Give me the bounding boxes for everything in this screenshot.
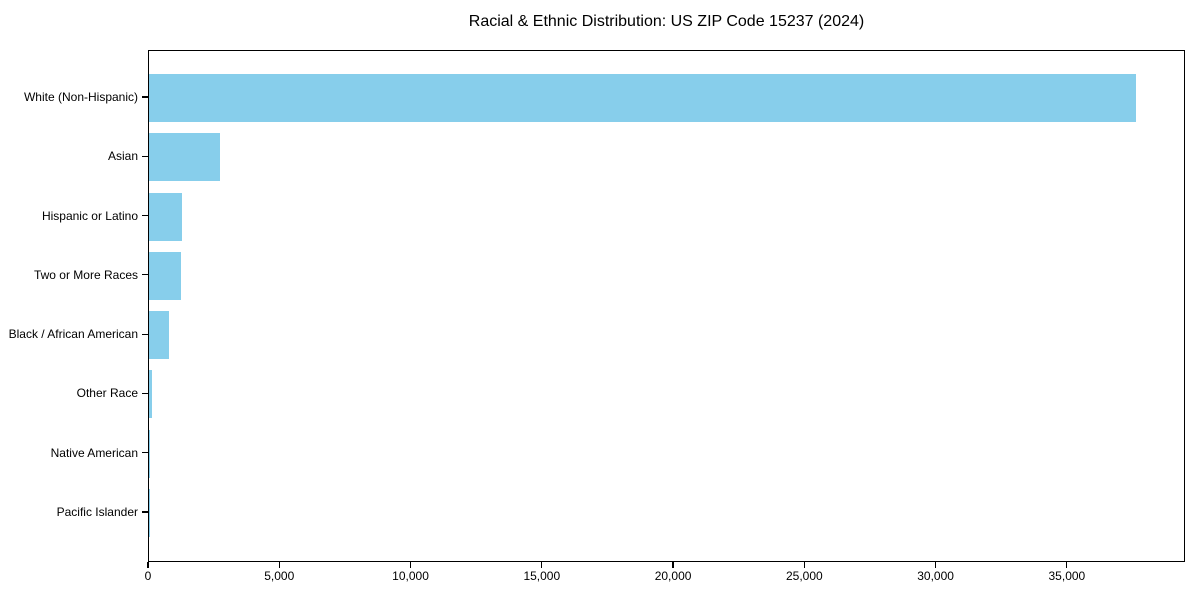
x-tick-label: 35,000	[1048, 569, 1086, 583]
bar-white-non-hispanic	[149, 74, 1137, 122]
x-tick-label: 15,000	[523, 569, 561, 583]
bar-asian	[149, 133, 220, 182]
x-tick-mark	[672, 562, 674, 568]
y-tick-mark	[142, 274, 148, 276]
y-tick-label: Asian	[107, 149, 138, 164]
y-tick-mark	[142, 452, 148, 454]
chart-title: Racial & Ethnic Distribution: US ZIP Cod…	[468, 13, 865, 30]
bar-native-american	[149, 429, 151, 478]
y-tick-mark	[142, 155, 148, 157]
x-tick-label: 25,000	[785, 569, 823, 583]
y-tick-mark	[142, 511, 148, 513]
x-tick-label: 20,000	[654, 569, 692, 583]
y-tick-label: Pacific Islander	[56, 505, 138, 519]
y-tick-label: Two or More Races	[33, 267, 138, 282]
x-tick-mark	[278, 562, 280, 568]
y-tick-mark	[142, 96, 148, 98]
y-tick-label: Hispanic or Latino	[41, 208, 138, 223]
x-tick-label: 5,000	[264, 569, 295, 583]
bar-two-or-more-races	[149, 251, 182, 300]
y-tick-label: Other Race	[76, 386, 138, 401]
x-tick-label: 10,000	[392, 569, 429, 583]
x-tick-mark	[147, 562, 149, 568]
x-tick-mark	[541, 562, 543, 568]
x-tick-mark	[803, 562, 805, 568]
y-tick-label: Native American	[50, 445, 138, 460]
y-tick-mark	[142, 392, 148, 395]
y-tick-label: White (Non-Hispanic)	[23, 90, 138, 104]
x-tick-label: 30,000	[917, 569, 954, 583]
bar-hispanic-or-latino	[149, 192, 182, 241]
bar-black-african-american	[149, 311, 169, 360]
y-tick-label: Black / African American	[8, 327, 138, 342]
bar-other-race	[149, 370, 152, 419]
plot-area	[148, 50, 1185, 562]
x-tick-mark	[409, 562, 412, 568]
x-tick-label: 0	[144, 569, 152, 583]
y-tick-mark	[142, 214, 148, 217]
x-tick-mark	[1066, 562, 1068, 568]
y-tick-mark	[142, 333, 148, 335]
x-tick-mark	[934, 562, 937, 568]
